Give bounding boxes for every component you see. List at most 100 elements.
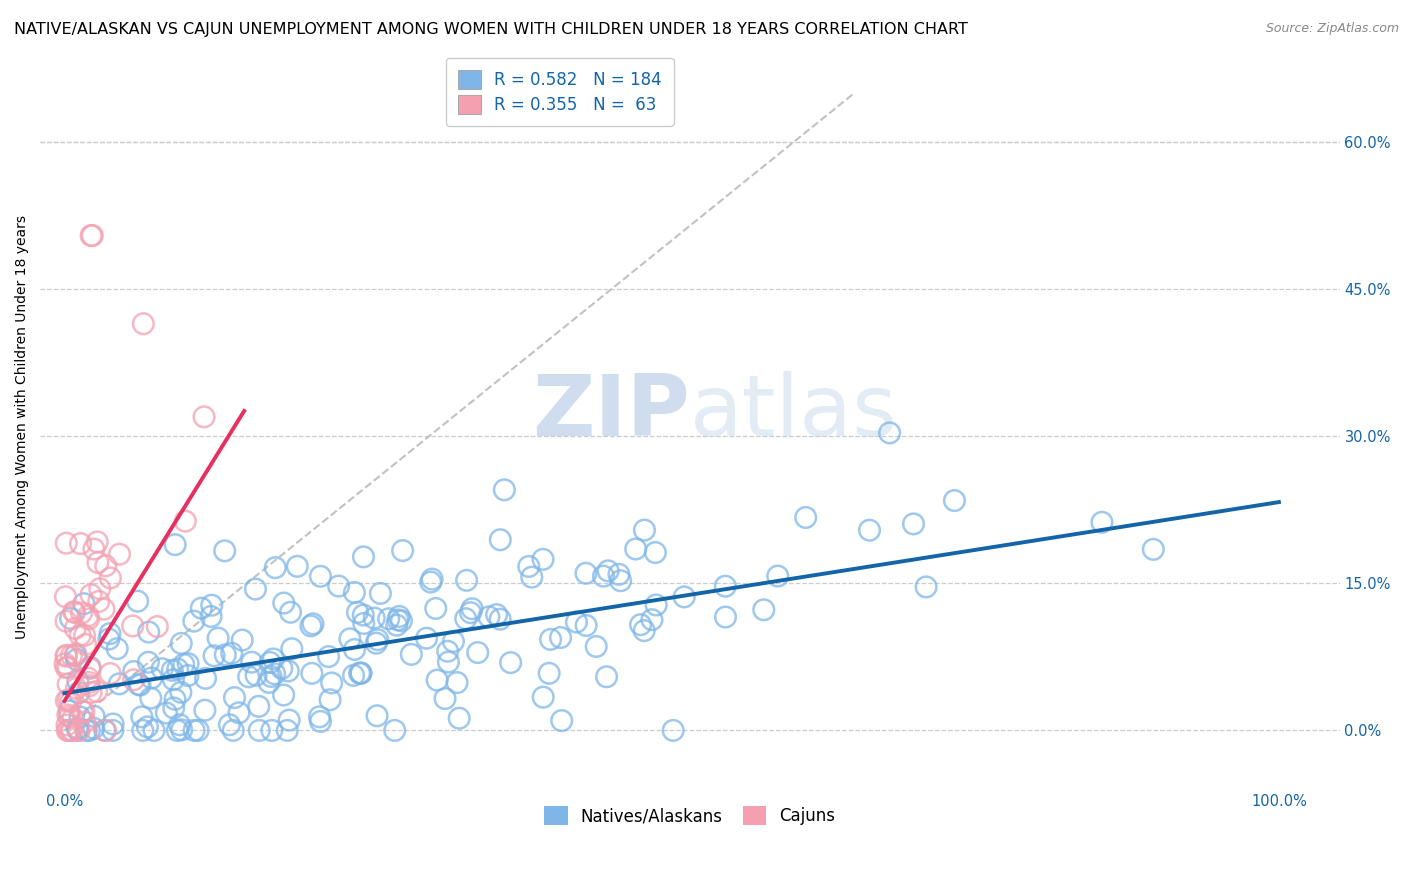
Point [59, 710, 82, 724]
Point [352, 608, 374, 623]
Point [63, 622, 86, 636]
Point [98, 626, 121, 640]
Point [366, 636, 388, 650]
Point [766, 569, 789, 583]
Point [138, 655, 160, 669]
Point [193, 409, 215, 424]
Point [260, 723, 283, 738]
Point [247, 699, 270, 714]
Point [98, 666, 121, 681]
Point [437, 655, 460, 669]
Point [207, 631, 229, 645]
Point [190, 601, 212, 615]
Point [299, 619, 322, 633]
Point [363, 611, 385, 625]
Point [170, 723, 193, 737]
Point [169, 718, 191, 732]
Point [349, 666, 371, 681]
Point [575, 618, 598, 632]
Point [170, 636, 193, 650]
Point [80, 588, 103, 602]
Point [245, 668, 267, 682]
Point [214, 648, 236, 662]
Point [187, 723, 209, 738]
Point [366, 708, 388, 723]
Point [585, 640, 607, 654]
Point [83, 709, 105, 723]
Point [662, 723, 685, 738]
Point [446, 675, 468, 690]
Point [343, 585, 366, 599]
Point [377, 612, 399, 626]
Point [69, 710, 91, 724]
Point [343, 642, 366, 657]
Point [598, 564, 620, 578]
Point [420, 572, 443, 586]
Point [260, 669, 283, 683]
Point [127, 594, 149, 608]
Point [461, 601, 484, 615]
Point [173, 657, 195, 672]
Point [67, 686, 90, 700]
Point [105, 641, 128, 656]
Point [73, 597, 96, 611]
Y-axis label: Unemployment Among Women with Children Under 18 years: Unemployment Among Women with Children U… [15, 215, 30, 639]
Point [240, 655, 263, 669]
Point [858, 523, 880, 537]
Point [73, 714, 96, 729]
Text: Source: ZipAtlas.com: Source: ZipAtlas.com [1265, 22, 1399, 36]
Point [162, 664, 184, 678]
Point [97, 632, 120, 646]
Point [56, 708, 79, 723]
Point [56, 677, 79, 691]
Point [86, 684, 108, 698]
Point [449, 711, 471, 725]
Point [94, 723, 117, 738]
Point [259, 656, 281, 670]
Legend: Natives/Alaskans, Cajuns: Natives/Alaskans, Cajuns [534, 796, 845, 835]
Point [494, 483, 516, 497]
Point [62, 711, 84, 725]
Point [77, 671, 100, 685]
Point [231, 633, 253, 648]
Point [131, 710, 153, 724]
Text: atlas: atlas [690, 371, 898, 454]
Point [456, 574, 478, 588]
Point [391, 614, 413, 628]
Point [434, 691, 457, 706]
Point [607, 567, 630, 582]
Point [75, 723, 97, 738]
Point [489, 533, 512, 547]
Point [915, 580, 938, 594]
Point [879, 425, 901, 440]
Point [73, 705, 96, 719]
Point [79, 723, 101, 738]
Point [174, 514, 197, 528]
Point [339, 632, 361, 646]
Point [903, 516, 925, 531]
Point [443, 634, 465, 648]
Point [94, 558, 117, 573]
Point [222, 723, 245, 738]
Point [353, 616, 375, 631]
Point [66, 723, 89, 738]
Point [59, 611, 82, 625]
Point [132, 317, 155, 331]
Point [673, 590, 696, 604]
Point [202, 648, 225, 663]
Point [77, 608, 100, 623]
Point [228, 706, 250, 720]
Point [58, 704, 80, 718]
Point [82, 228, 104, 243]
Point [139, 691, 162, 706]
Point [419, 575, 441, 590]
Point [531, 552, 554, 566]
Point [201, 598, 224, 612]
Point [70, 606, 93, 620]
Point [309, 714, 332, 729]
Point [194, 703, 217, 717]
Point [301, 666, 323, 681]
Point [531, 690, 554, 705]
Point [238, 670, 260, 684]
Point [221, 646, 243, 660]
